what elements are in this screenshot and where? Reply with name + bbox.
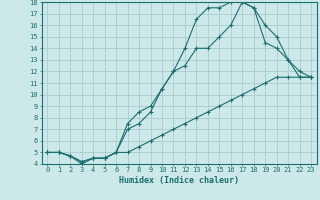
X-axis label: Humidex (Indice chaleur): Humidex (Indice chaleur) — [119, 176, 239, 185]
